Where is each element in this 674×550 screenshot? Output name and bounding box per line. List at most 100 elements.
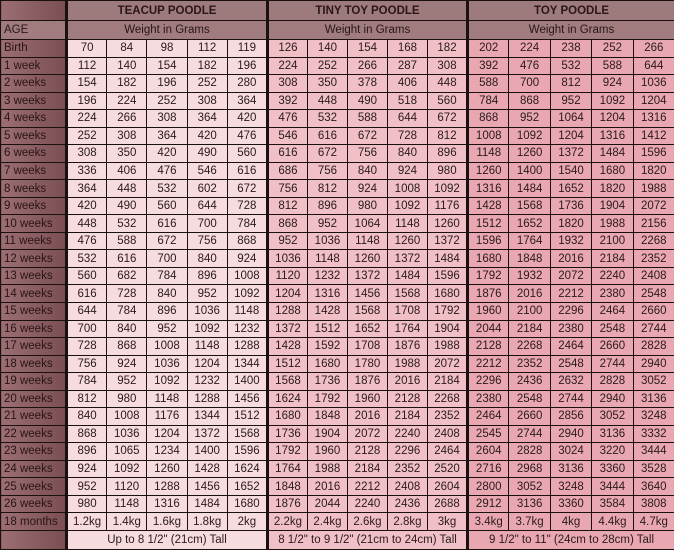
toy-weight-cell: 3024 [549, 442, 593, 461]
teacup-weight-cell: 616 [64, 284, 108, 303]
teacup-weight-cell: 1316 [146, 494, 188, 514]
teacup-weight-cell: 756 [186, 231, 228, 251]
teacup-weight-cell: 448 [106, 179, 148, 198]
teacup-weight-cell: 840 [186, 249, 228, 268]
toy-weight-cell: 644 [632, 56, 674, 76]
toy-height: 9 1/2" to 11" (24cm to 28cm) Tall [466, 530, 674, 550]
toy-weight-cell: 2380 [591, 284, 634, 303]
tiny-weight-cell: 378 [346, 74, 388, 93]
teacup-weight-cell: 336 [64, 161, 108, 181]
toy-weight-cell: 3360 [591, 459, 634, 479]
tiny-weight-cell: 1260 [386, 231, 428, 251]
teacup-weight-cell: 364 [146, 126, 188, 146]
toy-weight-cell: 3136 [508, 494, 551, 514]
tiny-toy-poodle-header: TINY TOY POODLE [265, 0, 469, 21]
tiny-weight-cell: 980 [426, 161, 469, 181]
toy-weight-cell: 2464 [466, 407, 510, 426]
teacup-weight-cell: 868 [226, 231, 268, 251]
tiny-weight-cell: 1736 [265, 424, 308, 444]
tiny-weight-cell: 812 [265, 196, 308, 216]
teacup-weight-cell: 252 [186, 74, 228, 93]
teacup-weight-cell: 490 [106, 196, 148, 216]
teacup-weight-cell: 1092 [186, 319, 228, 339]
tiny-weight-cell: 2128 [386, 389, 428, 409]
table-row: 5 weeks 252 308 364 420 476 546 616 672 728 812 100… [0, 126, 674, 146]
toy-weight-cell: 1988 [591, 214, 634, 233]
age-cell: 25 weeks [0, 477, 67, 496]
teacup-weight-cell: 1036 [146, 354, 188, 374]
tiny-toy-weight-subheader: Weight in Grams [265, 20, 469, 40]
tiny-weight-cell: 224 [265, 56, 308, 76]
tiny-weight-cell: 308 [426, 56, 469, 76]
toy-weight-cell: 2184 [508, 319, 551, 339]
tiny-weight-cell: 2044 [306, 494, 348, 514]
toy-weight-cell: 2240 [591, 266, 634, 286]
teacup-weight-cell: 1148 [226, 301, 268, 321]
toy-weight-cell: 2100 [508, 301, 551, 321]
toy-weight-cell: 1932 [508, 266, 551, 286]
teacup-weight-cell: 70 [64, 39, 108, 58]
teacup-weight-cell: 1596 [226, 442, 268, 461]
teacup-weight-cell: 1036 [186, 301, 228, 321]
tiny-weight-cell: 1176 [426, 196, 469, 216]
tiny-weight-cell: 1708 [386, 301, 428, 321]
tiny-weight-cell: 532 [306, 109, 348, 128]
toy-weight-cell: 2660 [632, 301, 674, 321]
tiny-weight-cell: 756 [265, 179, 308, 198]
toy-weight-cell: 1988 [632, 179, 674, 198]
tiny-weight-cell: 672 [346, 126, 388, 146]
tiny-weight-cell: 2072 [426, 354, 469, 374]
tiny-weight-cell: 1260 [426, 214, 469, 233]
teacup-weight-cell: 154 [146, 56, 188, 76]
table-row: 26 weeks 980 1148 1316 1484 1680 1876 2044 2240 2… [0, 494, 674, 514]
teacup-weight-cell: 784 [146, 266, 188, 286]
tiny-weight-cell: 840 [386, 144, 428, 163]
toy-weight-cell: 2044 [466, 319, 510, 339]
teacup-weight-cell: 868 [64, 424, 108, 444]
age-cell: 18 months [0, 512, 67, 531]
age-cell: 11 weeks [0, 231, 67, 251]
toy-weight-cell: 2744 [591, 354, 634, 374]
toy-weight-subheader: Weight in Grams [466, 20, 674, 40]
tiny-weight-cell: 1680 [306, 354, 348, 374]
toy-weight-cell: 2548 [591, 319, 634, 339]
toy-weight-cell: 1484 [508, 179, 551, 198]
teacup-weight-cell: 224 [64, 109, 108, 128]
age-cell: 1 week [0, 56, 67, 76]
table-row: 23 weeks 896 1065 1234 1400 1596 1792 1960 2128 2… [0, 442, 674, 461]
age-cell: 4 weeks [0, 109, 67, 128]
teacup-weight-cell: 252 [64, 126, 108, 146]
age-cell: 23 weeks [0, 442, 67, 461]
toy-weight-cell: 2856 [549, 407, 593, 426]
tiny-weight-cell: 140 [306, 39, 348, 58]
toy-weight-cell: 2912 [466, 494, 510, 514]
teacup-weight-cell: 308 [106, 126, 148, 146]
teacup-weight-subheader: Weight in Grams [65, 20, 268, 40]
tiny-weight-cell: 756 [306, 161, 348, 181]
toy-weight-cell: 1876 [466, 284, 510, 303]
age-cell: 15 weeks [0, 301, 67, 321]
toy-weight-cell: 1428 [466, 196, 510, 216]
toy-weight-cell: 588 [466, 74, 510, 93]
tiny-weight-cell: 1036 [306, 231, 348, 251]
toy-weight-cell: 2828 [508, 442, 551, 461]
teacup-weight-cell: 532 [106, 214, 148, 233]
tiny-weight-cell: 476 [265, 109, 308, 128]
teacup-weight-cell: 1148 [186, 337, 228, 356]
teacup-weight-cell: 1036 [106, 424, 148, 444]
tiny-weight-cell: 1428 [265, 337, 308, 356]
tiny-weight-cell: 1876 [346, 372, 388, 391]
tiny-weight-cell: 756 [346, 144, 388, 163]
teacup-weight-cell: 560 [226, 144, 268, 163]
table-row: 7 weeks 336 406 476 546 616 686 756 840 924 980 126… [0, 161, 674, 181]
tiny-weight-cell: 287 [386, 56, 428, 76]
teacup-weight-cell: 1092 [146, 372, 188, 391]
tiny-weight-cell: 840 [346, 161, 388, 181]
toy-weight-cell: 1400 [508, 161, 551, 181]
toy-weight-cell: 2828 [632, 337, 674, 356]
teacup-weight-cell: 1148 [146, 389, 188, 409]
tiny-weight-cell: 2.6kg [346, 512, 388, 531]
teacup-weight-cell: 1.4kg [106, 512, 148, 531]
table-row: 10 weeks 448 532 616 700 784 868 952 1064 1148 126… [0, 214, 674, 233]
teacup-weight-cell: 952 [146, 319, 188, 339]
